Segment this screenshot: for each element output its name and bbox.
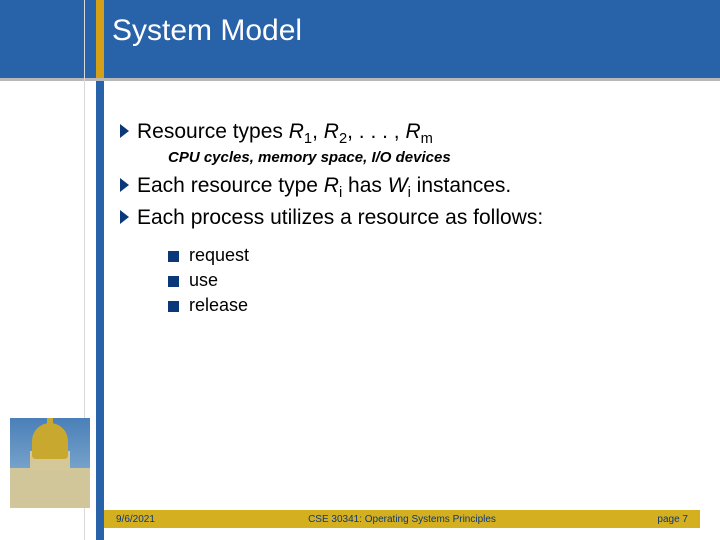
footer-date: 9/6/2021 (116, 514, 155, 525)
slide: System Model Resource types R1, R2, . . … (0, 0, 720, 540)
dome-image (10, 418, 90, 508)
left-bar (96, 81, 104, 540)
arrow-bullet-icon (120, 178, 129, 192)
header-border (0, 78, 720, 81)
header-band (0, 0, 720, 78)
bullet-2: Each resource type Ri has Wi instances. (120, 172, 680, 199)
square-bullet-icon (168, 301, 179, 312)
content-area: Resource types R1, R2, . . . , Rm CPU cy… (120, 118, 680, 320)
bullet-2-text: Each resource type Ri has Wi instances. (137, 172, 511, 199)
sub-item-1-text: request (189, 245, 249, 266)
arrow-bullet-icon (120, 210, 129, 224)
bullet-3-text: Each process utilizes a resource as foll… (137, 204, 543, 231)
square-bullet-icon (168, 276, 179, 287)
slide-title: System Model (112, 14, 302, 48)
sub-item-3-text: release (189, 295, 248, 316)
arrow-bullet-icon (120, 124, 129, 138)
square-bullet-icon (168, 251, 179, 262)
footer-course: CSE 30341: Operating Systems Principles (308, 514, 496, 525)
sub-item-1: request (168, 245, 680, 266)
dome-building (10, 468, 90, 508)
sub-item-2-text: use (189, 270, 218, 291)
footer-page: page 7 (657, 514, 688, 525)
bullet-3: Each process utilizes a resource as foll… (120, 204, 680, 231)
dome-statue (47, 418, 53, 427)
sub-note: CPU cycles, memory space, I/O devices (168, 149, 680, 166)
footer-bar: 9/6/2021 CSE 30341: Operating Systems Pr… (104, 510, 700, 528)
bullet-1: Resource types R1, R2, . . . , Rm (120, 118, 680, 145)
gold-accent (96, 0, 104, 78)
bullet-1-text: Resource types R1, R2, . . . , Rm (137, 118, 433, 145)
sub-item-3: release (168, 295, 680, 316)
dome-top (32, 423, 68, 459)
sub-item-2: use (168, 270, 680, 291)
